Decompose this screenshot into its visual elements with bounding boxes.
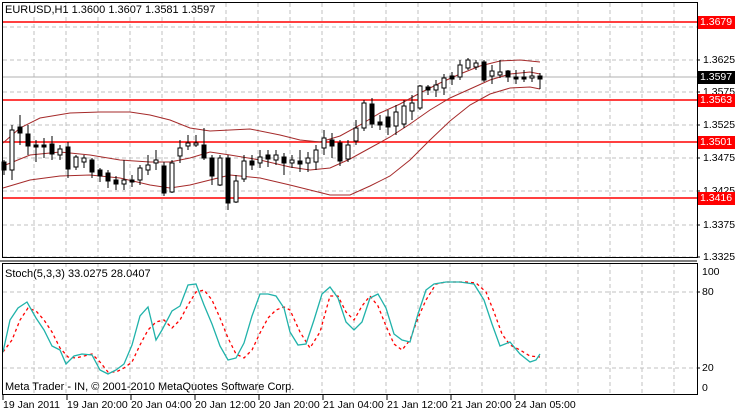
band-lines bbox=[2, 59, 541, 196]
current-price-tag: 1.3597 bbox=[698, 71, 735, 84]
time-axis-label: 20 Jan 04:00 bbox=[131, 399, 192, 411]
time-axis-label: 21 Jan 12:00 bbox=[387, 399, 448, 411]
time-axis-label: 24 Jan 05:00 bbox=[515, 399, 576, 411]
time-axis-label: 19 Jan 2011 bbox=[3, 399, 61, 411]
stoch-panel-frame bbox=[2, 263, 698, 395]
stoch-grid bbox=[3, 263, 697, 395]
copyright-label: Meta Trader - IN, © 2001-2010 MetaQuotes… bbox=[5, 381, 295, 393]
price-axis-label: 1.3475 bbox=[703, 152, 735, 164]
stoch-main-line bbox=[2, 281, 541, 375]
time-axis-label: 21 Jan 20:00 bbox=[451, 399, 512, 411]
stoch-axis-label: 100 bbox=[702, 266, 720, 278]
time-axis-label: 19 Jan 20:00 bbox=[67, 399, 128, 411]
stoch-signal-line bbox=[2, 281, 541, 373]
stochastic-panel[interactable] bbox=[2, 263, 701, 395]
stoch-axis-label: 0 bbox=[702, 382, 708, 394]
horizontal-levels[interactable] bbox=[3, 21, 697, 199]
candlesticks[interactable] bbox=[1, 58, 543, 210]
price-axis-ticks bbox=[697, 59, 700, 258]
price-axis-label: 1.3325 bbox=[703, 251, 735, 263]
main-price-panel[interactable] bbox=[1, 2, 700, 259]
price-axis-label: 1.3625 bbox=[703, 54, 735, 66]
stoch-title-label: Stoch(5,3,3) 33.0275 28.0407 bbox=[3, 268, 153, 280]
stoch-axis-label: 20 bbox=[702, 362, 714, 374]
time-axis-label: 20 Jan 12:00 bbox=[195, 399, 256, 411]
price-axis-label: 1.3375 bbox=[703, 219, 735, 231]
stoch-axis-ticks bbox=[697, 291, 700, 369]
level-tag: 1.3416 bbox=[698, 192, 735, 205]
level-tag: 1.3679 bbox=[698, 16, 735, 29]
time-axis-label: 20 Jan 20:00 bbox=[259, 399, 320, 411]
time-axis-ticks bbox=[2, 395, 516, 400]
level-tag: 1.3563 bbox=[698, 94, 735, 107]
main-panel-frame bbox=[2, 2, 698, 258]
stoch-axis-label: 80 bbox=[702, 286, 714, 298]
symbol-info-label: EURUSD,H1 1.3600 1.3607 1.3581 1.3597 bbox=[3, 4, 218, 16]
level-tag: 1.3501 bbox=[698, 136, 735, 149]
price-axis-label: 1.3525 bbox=[703, 119, 735, 131]
time-axis-label: 21 Jan 04:00 bbox=[323, 399, 384, 411]
